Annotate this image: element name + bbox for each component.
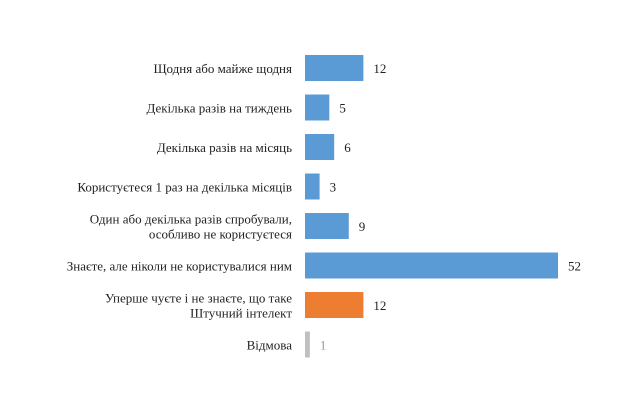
category-label-line: особливо не користуєтеся (149, 227, 292, 242)
value-label-1: 12 (373, 61, 386, 76)
bar-6 (305, 252, 558, 279)
category-label-2: Декілька разів на тиждень (146, 101, 292, 116)
category-label-3: Декілька разів на місяць (157, 140, 292, 155)
category-label-line: Відмова (247, 338, 293, 353)
category-label-7: Уперше чуєте і не знаєте, що таке Штучний… (105, 291, 292, 321)
category-label-line: Щодня або майже щодня (153, 61, 292, 76)
labels-layer: 12 Щодня або майже щодня 5 Декілька разів н… (67, 61, 581, 353)
bar-5 (305, 213, 349, 239)
category-label-line: Штучний інтелект (190, 306, 292, 321)
category-label-8: Відмова (247, 338, 293, 353)
bar-4 (305, 173, 320, 200)
category-label-line: Декілька разів на тиждень (146, 101, 292, 116)
value-label-7: 12 (373, 298, 386, 313)
category-label-1: Щодня або майже щодня (153, 61, 292, 76)
value-label-6: 52 (568, 259, 581, 274)
value-label-8: 1 (320, 338, 327, 353)
category-label-5: Один або декілька разів спробували, особл… (90, 212, 292, 242)
category-label-line: Користуєтеся 1 раз на декілька місяців (77, 180, 292, 195)
category-label-line: Знаєте, але ніколи не користувалися ним (67, 259, 292, 274)
bar-1 (305, 55, 364, 81)
category-label-6: Знаєте, але ніколи не користувалися ним (67, 259, 292, 274)
bars-layer (305, 55, 558, 358)
value-label-2: 5 (339, 101, 346, 116)
bar-8 (305, 331, 310, 358)
category-label-line: Декілька разів на місяць (157, 140, 292, 155)
value-label-5: 9 (359, 219, 366, 234)
value-label-3: 6 (344, 140, 351, 155)
category-label-4: Користуєтеся 1 раз на декілька місяців (77, 180, 292, 195)
bar-2 (305, 94, 330, 121)
bar-3 (305, 134, 335, 160)
category-label-line: Один або декілька разів спробували, (90, 212, 292, 227)
value-label-4: 3 (330, 180, 337, 195)
bar-7 (305, 292, 364, 318)
category-label-line: Уперше чуєте і не знаєте, що таке (105, 291, 292, 306)
